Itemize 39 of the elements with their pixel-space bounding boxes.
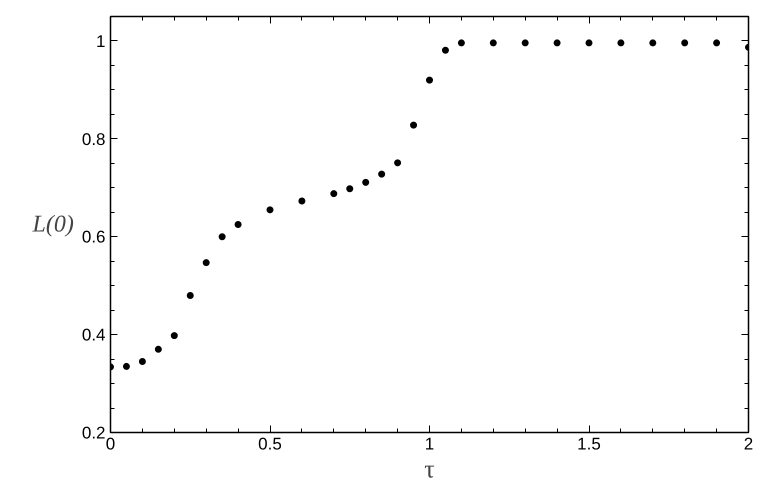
point (713, 39, 720, 46)
point (378, 170, 386, 178)
x-tick-label: 0.5 (258, 434, 282, 454)
y-tick-label: 0.2 (82, 424, 106, 442)
point (522, 39, 529, 46)
x-axis-title: τ (424, 454, 435, 484)
point (170, 332, 178, 340)
point (426, 76, 433, 84)
point (362, 178, 370, 186)
point (617, 39, 624, 46)
x-tick-label: 1 (424, 434, 434, 454)
y-tick-label: 0.6 (82, 228, 106, 247)
point (586, 39, 592, 46)
point (122, 362, 130, 370)
point (266, 206, 274, 214)
y-axis-title: L(0) (32, 212, 74, 238)
x-tick-label: 1.5 (577, 434, 601, 454)
point (218, 233, 226, 240)
point (490, 39, 497, 46)
y-tick-label: 0.8 (82, 130, 106, 149)
x-tick-label: 0 (106, 434, 116, 454)
point (649, 39, 656, 46)
point (138, 358, 146, 366)
point (410, 122, 418, 129)
x-tick-label: 2 (744, 434, 754, 454)
point (330, 190, 338, 198)
y-tick-label: 0.4 (82, 326, 106, 345)
point (234, 221, 242, 228)
point (298, 198, 306, 204)
point (186, 292, 194, 299)
point (202, 259, 210, 266)
point (681, 39, 688, 46)
y-tick-label: 1 (96, 32, 106, 51)
point (458, 39, 465, 46)
point (346, 185, 354, 192)
point (394, 159, 402, 166)
point (554, 39, 561, 46)
point (154, 346, 162, 353)
point (442, 46, 449, 54)
